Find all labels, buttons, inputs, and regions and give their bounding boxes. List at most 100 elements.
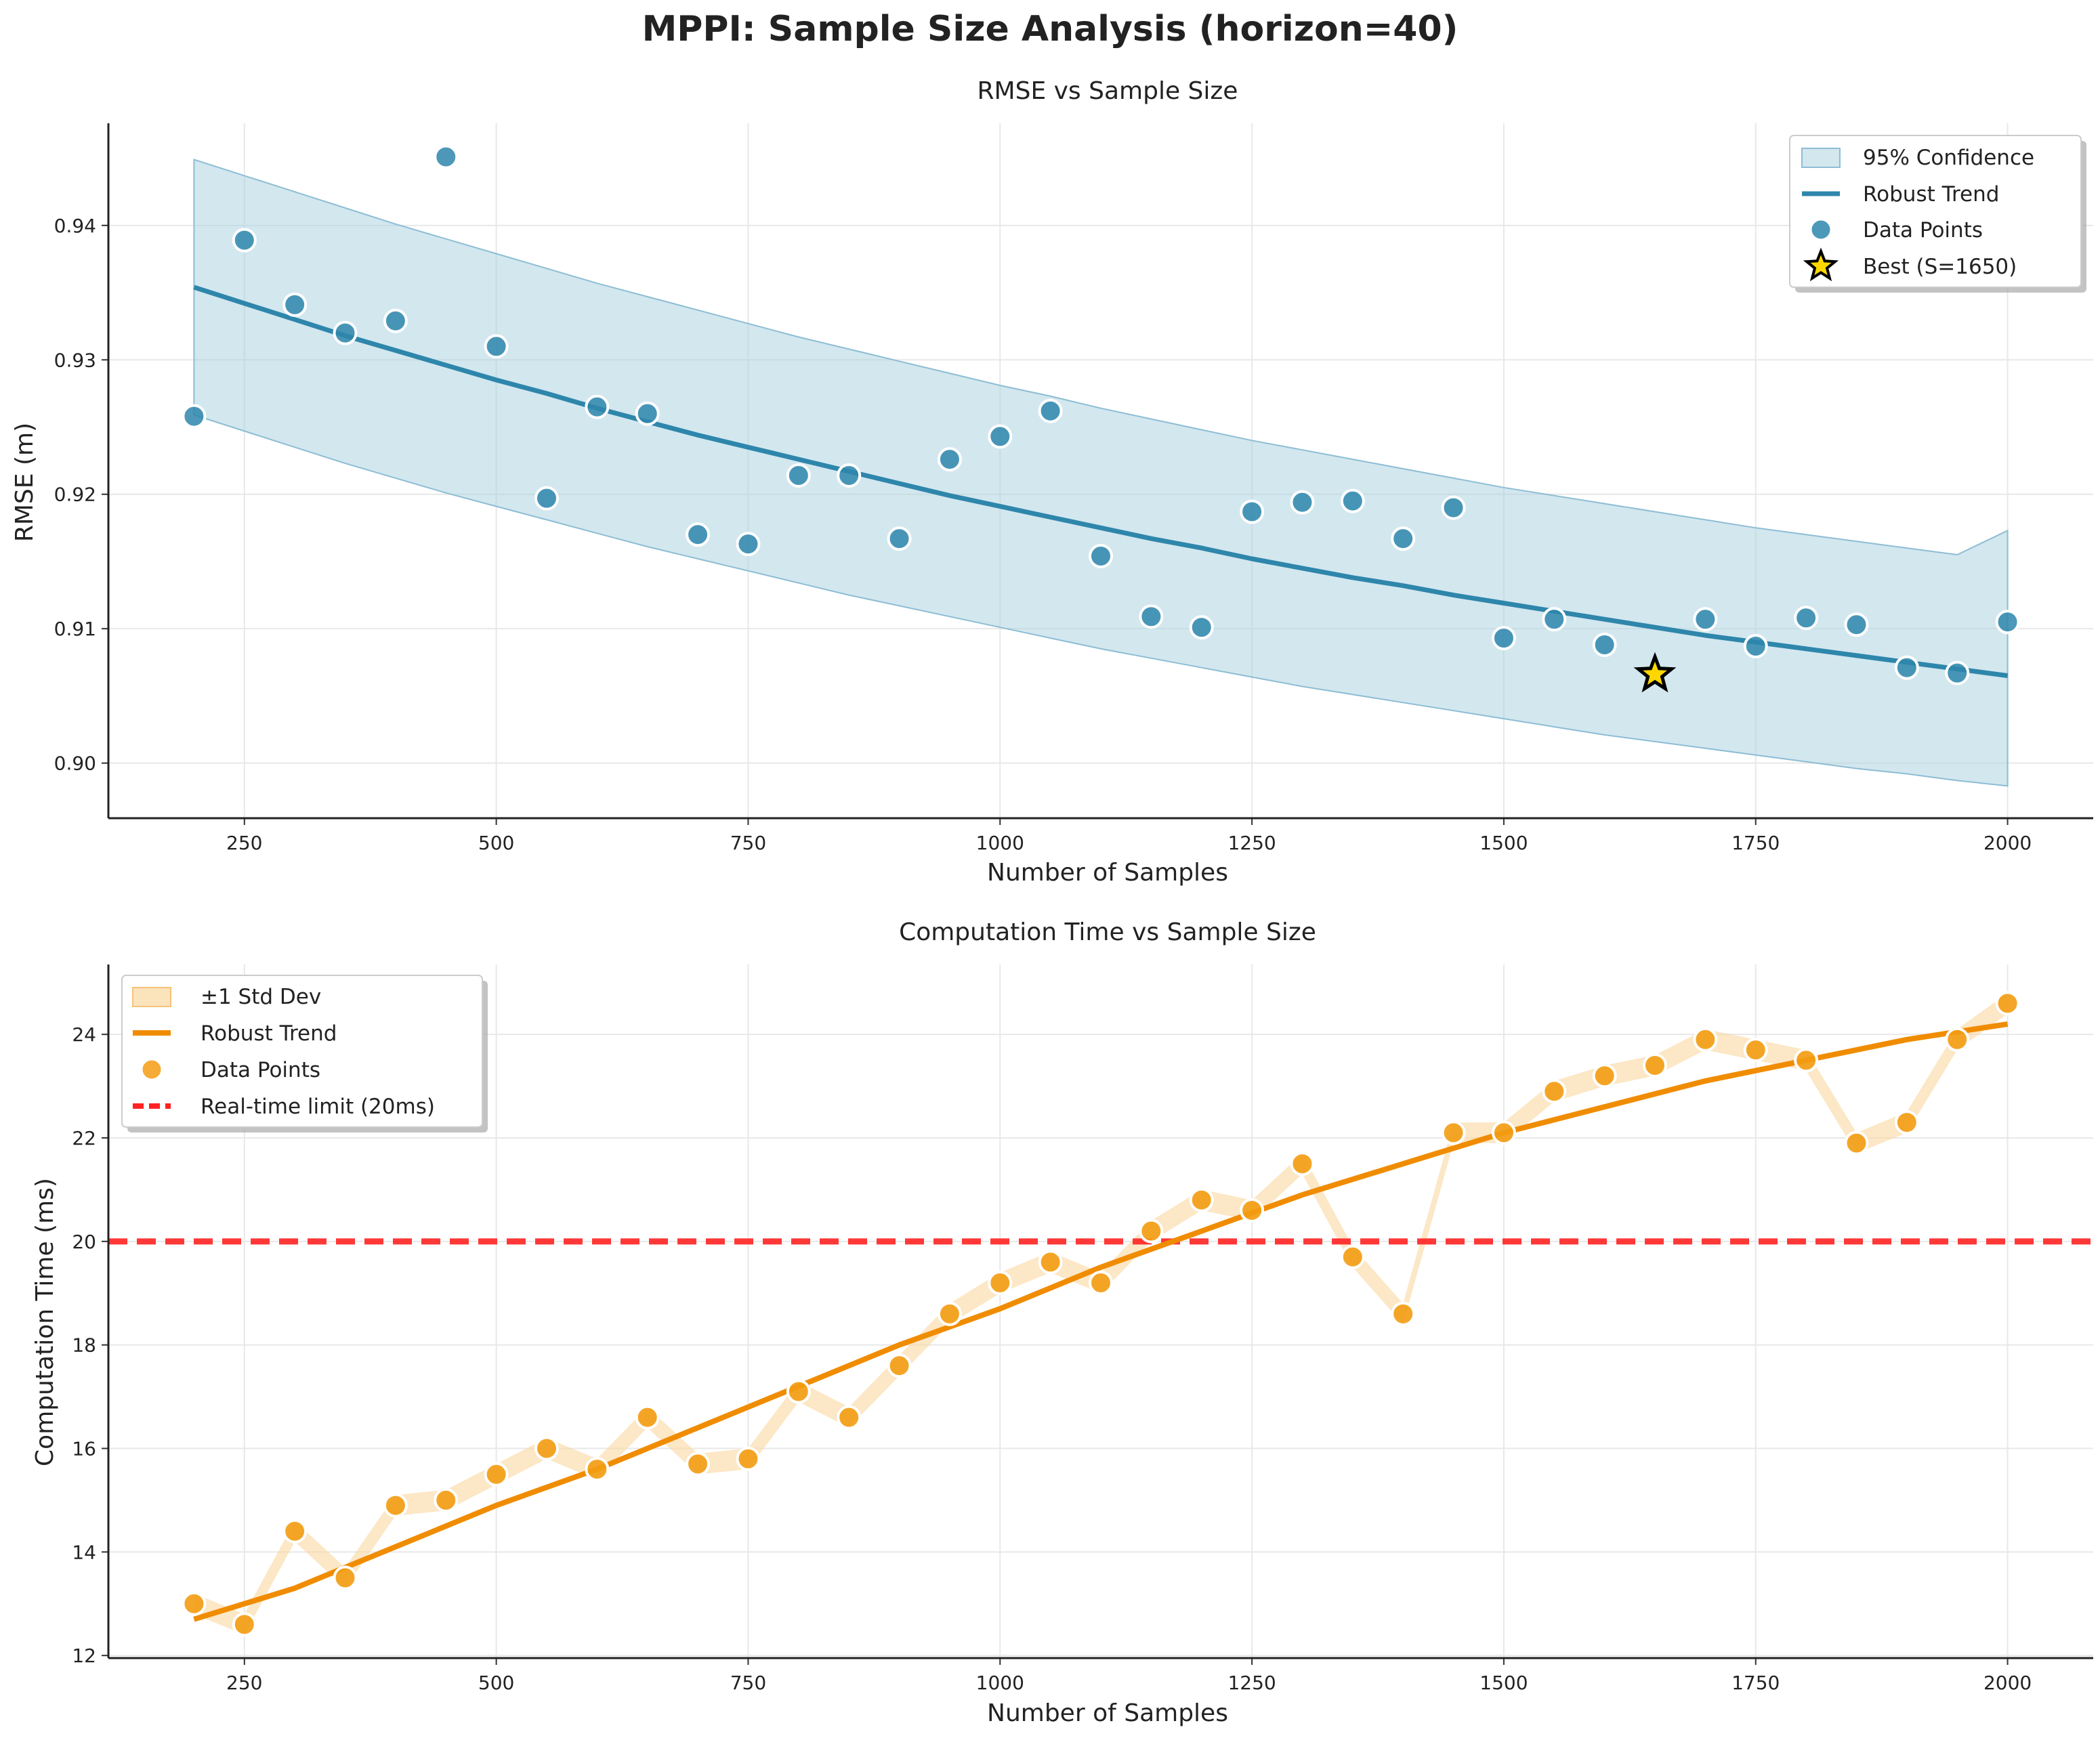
rmse-x-tick-label: 500 <box>478 832 514 854</box>
rmse-data-point <box>534 486 559 511</box>
time-data-point <box>232 1612 257 1637</box>
rmse-y-tick-label: 0.91 <box>54 618 96 640</box>
time-data-point <box>1089 1270 1113 1295</box>
figure-title: MPPI: Sample Size Analysis (horizon=40) <box>642 9 1458 49</box>
time-x-tick-label: 2000 <box>1983 1672 2032 1694</box>
rmse-data-point <box>635 401 660 426</box>
rmse-data-point <box>1945 660 1970 685</box>
legend-std-label: ±1 Std Dev <box>201 985 321 1009</box>
time-data-point <box>1643 1053 1668 1078</box>
rmse-data-point <box>1139 604 1164 629</box>
time-grid <box>108 965 2093 1658</box>
rmse-x-tick-label: 250 <box>226 832 262 854</box>
rmse-data-point <box>1894 655 1919 680</box>
time-trend-line <box>193 1021 2009 1622</box>
time-data-point <box>635 1405 660 1430</box>
legend-band-swatch <box>1801 148 1841 168</box>
rmse-data-point <box>736 532 761 557</box>
time-y-tick-label: 18 <box>72 1334 96 1357</box>
rmse-data-point <box>988 424 1013 449</box>
rmse-data-points <box>182 144 2020 685</box>
rmse-data-point <box>1038 398 1063 423</box>
time-y-tick-label: 16 <box>72 1438 96 1460</box>
time-y-tick-label: 22 <box>72 1127 96 1149</box>
rmse-data-point <box>1089 544 1113 569</box>
time-legend: ±1 Std Dev Robust Trend Data Points Real… <box>121 975 488 1132</box>
rmse-data-point <box>837 463 862 488</box>
rmse-data-point <box>1592 632 1617 657</box>
rmse-data-point <box>1794 606 1819 631</box>
time-data-point <box>1592 1063 1617 1088</box>
time-data-point <box>1038 1250 1063 1275</box>
rmse-data-point <box>1844 612 1869 637</box>
time-data-points <box>182 991 2020 1637</box>
time-data-point <box>333 1565 358 1590</box>
time-data-point <box>534 1436 559 1461</box>
rmse-data-point <box>182 404 207 429</box>
rmse-data-point <box>282 292 308 317</box>
time-y-axis-label: Computation Time (ms) <box>31 1178 59 1466</box>
time-data-point <box>686 1451 711 1477</box>
legend-time-trend-label: Robust Trend <box>201 1021 337 1046</box>
time-data-point <box>1794 1048 1819 1073</box>
time-x-tick-label: 250 <box>226 1672 262 1694</box>
rmse-x-tick-label: 1000 <box>976 832 1024 854</box>
time-data-point <box>937 1301 962 1326</box>
time-data-point <box>1240 1197 1265 1223</box>
rmse-chart: RMSE vs Sample Size 250 500 750 1000 1250 150… <box>11 77 2093 887</box>
time-data-point <box>282 1519 308 1544</box>
time-chart: Computation Time vs Sample Size 250 500 75… <box>31 918 2093 1727</box>
time-x-tick-label: 500 <box>478 1672 514 1694</box>
time-data-point <box>434 1487 459 1512</box>
rmse-x-tick-label: 1500 <box>1479 832 1528 854</box>
time-data-point <box>182 1591 207 1616</box>
legend-points-swatch <box>1809 218 1832 241</box>
legend-time-points-swatch <box>140 1058 163 1081</box>
time-data-point <box>1290 1151 1315 1177</box>
time-data-point <box>1844 1130 1869 1156</box>
time-x-tick-label: 750 <box>730 1672 766 1694</box>
time-data-point <box>1491 1120 1516 1145</box>
rmse-chart-title: RMSE vs Sample Size <box>978 77 1238 105</box>
rmse-data-point <box>1290 490 1315 515</box>
rmse-y-tick-label: 0.90 <box>54 753 96 775</box>
rmse-data-point <box>1693 607 1718 632</box>
rmse-data-point <box>1441 495 1466 520</box>
time-chart-title: Computation Time vs Sample Size <box>899 918 1316 946</box>
rmse-x-tick-label: 750 <box>730 832 766 854</box>
time-data-point <box>887 1353 912 1378</box>
rmse-data-point <box>1995 610 2020 635</box>
rmse-data-point <box>1189 615 1214 640</box>
rmse-data-point <box>686 522 711 547</box>
rmse-y-axis-label: RMSE (m) <box>11 423 39 542</box>
rmse-data-point <box>1391 526 1416 551</box>
time-data-point <box>1995 991 2020 1016</box>
time-y-tick-label: 24 <box>72 1023 96 1046</box>
rmse-data-point <box>887 526 912 551</box>
rmse-data-point <box>333 320 358 345</box>
rmse-data-point <box>1491 626 1516 651</box>
rmse-x-tick-label: 1750 <box>1731 832 1780 854</box>
legend-points-label: Data Points <box>1863 218 1983 242</box>
legend-trend-label: Robust Trend <box>1863 182 1999 207</box>
time-x-tick-label: 1250 <box>1227 1672 1276 1694</box>
rmse-data-point <box>937 447 962 472</box>
rmse-axes: 250 500 750 1000 1250 1500 1750 2000 0.90 0.91 0.9… <box>54 123 2093 854</box>
legend-best-label: Best (S=1650) <box>1863 255 2017 279</box>
rmse-legend: 95% Confidence Robust Trend Data Points … <box>1789 135 2086 293</box>
time-data-point <box>1340 1244 1365 1269</box>
time-x-axis-label: Number of Samples <box>987 1699 1228 1727</box>
time-y-tick-label: 14 <box>72 1541 96 1563</box>
time-data-point <box>1441 1120 1466 1145</box>
time-x-tick-label: 1000 <box>976 1672 1024 1694</box>
rmse-data-point <box>585 394 610 419</box>
rmse-data-point <box>484 334 509 359</box>
time-data-point <box>1693 1027 1718 1052</box>
rmse-x-tick-label: 2000 <box>1983 832 2032 854</box>
rmse-trend-line <box>193 284 2009 679</box>
rmse-x-tick-label: 1250 <box>1227 832 1276 854</box>
time-data-point <box>736 1446 761 1471</box>
rmse-y-tick-label: 0.93 <box>54 349 96 371</box>
legend-confidence-label: 95% Confidence <box>1863 146 2034 170</box>
